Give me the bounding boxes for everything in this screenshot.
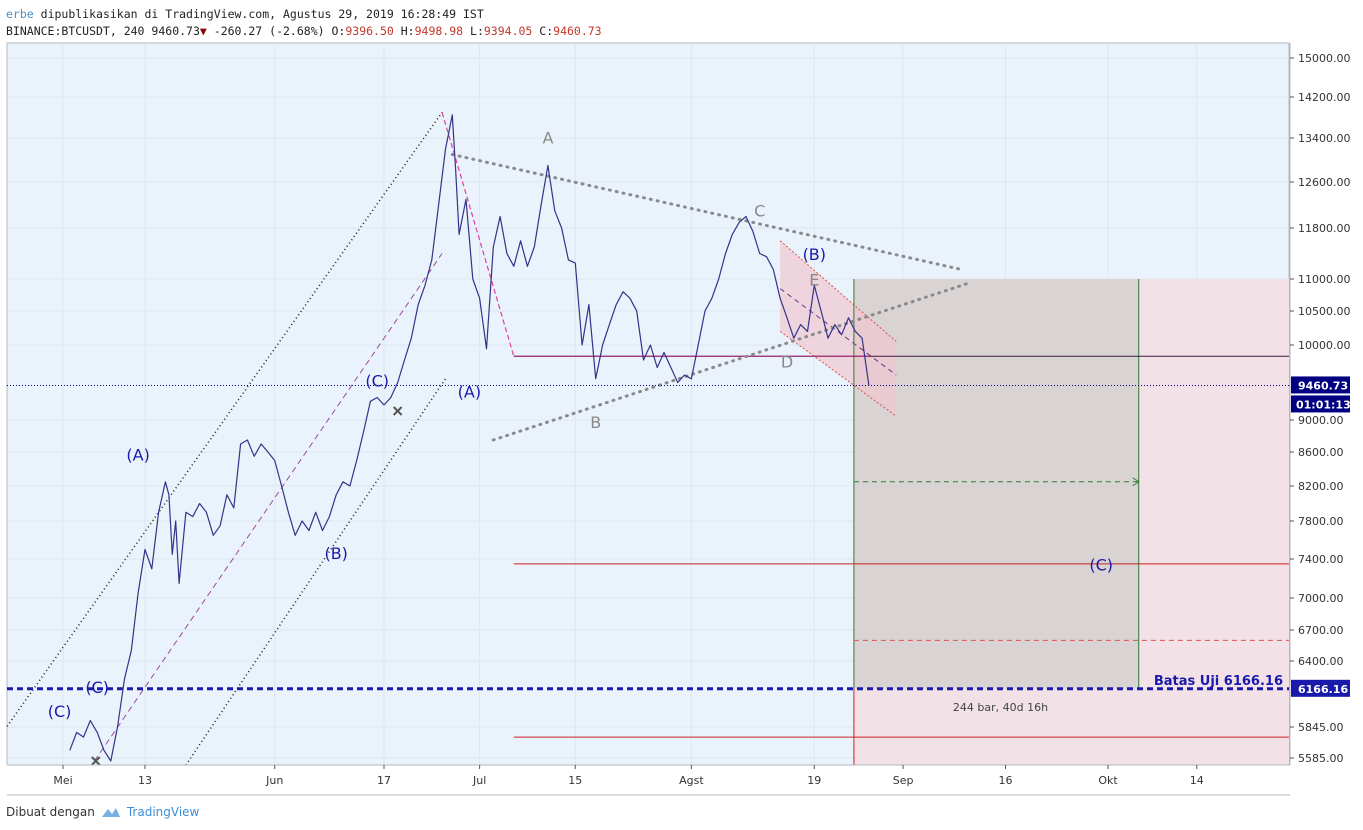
price-tick-label: 7400.00 (1298, 553, 1344, 566)
change-value: -260.27 (-2.68%) (213, 24, 325, 38)
wave-label: (C) (365, 371, 389, 390)
price-tick-label: 7800.00 (1298, 515, 1344, 528)
price-tick-label: 11800.00 (1298, 222, 1351, 235)
rising-channel-lower (185, 378, 447, 766)
wave-label: (C) (85, 678, 109, 697)
time-tick-label: Sep (893, 774, 914, 787)
target-range-box (853, 279, 1139, 689)
rising-channel-upper (6, 111, 443, 727)
price-tick-label: 10000.00 (1298, 339, 1351, 352)
author-name[interactable]: erbe (6, 7, 34, 21)
lower-range-box (853, 688, 1289, 765)
wave-label: (C) (1089, 556, 1113, 575)
x-marker-icon (392, 406, 403, 416)
wave-label: (A) (458, 383, 481, 402)
time-tick-label: 16 (999, 774, 1013, 787)
price-tick-label: 10500.00 (1298, 305, 1351, 318)
publish-line: erbe dipublikasikan di TradingView.com, … (6, 6, 602, 23)
target-range-box-right (1138, 279, 1289, 689)
open-label: O: (331, 24, 346, 38)
open-value: 9396.50 (345, 24, 394, 38)
time-tick-label: 17 (377, 774, 391, 787)
time-tick-label: 14 (1190, 774, 1204, 787)
triangle-upper-trendline (450, 153, 963, 271)
grid-lines (7, 43, 1289, 765)
last-price-badge-label: 9460.73 (1298, 379, 1348, 392)
price-tick-label: 15000.00 (1298, 52, 1351, 65)
range-arrow-head (1132, 477, 1140, 487)
wave-label: C (754, 202, 765, 221)
price-tick-label: 11000.00 (1298, 273, 1351, 286)
range-zones (779, 240, 1289, 765)
price-series (69, 114, 870, 762)
close-value: 9460.73 (553, 24, 602, 38)
wave-label: B (590, 413, 601, 432)
ohlc-line: BINANCE:BTCUSDT, 240 9460.73▼ -260.27 (-… (6, 23, 602, 40)
price-tick-label: 8200.00 (1298, 480, 1344, 493)
wave-label: (A) (126, 446, 149, 465)
support-line-label: Batas Uji 6166.16 (1154, 674, 1283, 689)
rising-channel-mid (94, 253, 443, 762)
support-badge-label: 6166.16 (1298, 683, 1348, 696)
price-tick-label: 9000.00 (1298, 414, 1344, 427)
wave-label: (C) (48, 702, 72, 721)
price-tick-label: 13400.00 (1298, 132, 1351, 145)
last-price-badge (1291, 376, 1350, 394)
price-tick-label: 5845.00 (1298, 721, 1344, 734)
price-tick-label: 14200.00 (1298, 91, 1351, 104)
price-series-line (69, 114, 870, 762)
published-text: dipublikasikan di TradingView.com, Agust… (40, 7, 484, 21)
price-axis[interactable]: 15000.00 14200.00 13400.00 12600.00 11800.00… (1289, 43, 1363, 765)
low-value: 9394.05 (483, 24, 533, 38)
low-label: L: (470, 24, 484, 38)
time-axis[interactable]: Mei 13 Jun 17 Jul 15 Agst 19 Sep 16 Okt 14 (0, 764, 1363, 796)
symbol-label: BINANCE:BTCUSDT, 240 (6, 24, 145, 38)
price-tick-label: 5585.00 (1298, 752, 1344, 765)
wave-label: E (809, 270, 819, 289)
channel-upper (779, 240, 897, 342)
close-label: C: (539, 24, 554, 38)
wave-label: D (781, 353, 793, 372)
time-tick-label: Jul (472, 774, 486, 787)
price-tick-label: 7000.00 (1298, 592, 1344, 605)
triangle-lower-trendline (491, 280, 973, 442)
time-axis-bg (0, 765, 1363, 795)
wave-label: (B) (324, 544, 347, 563)
made-with-text: Dibuat dengan (6, 805, 95, 819)
time-tick-label: 19 (807, 774, 821, 787)
x-marker-icon (91, 756, 101, 766)
chart-header: erbe dipublikasikan di TradingView.com, … (6, 6, 602, 40)
high-value: 9498.98 (414, 24, 464, 38)
price-tick-label: 8600.00 (1298, 446, 1344, 459)
trend-drawings: Batas Uji 6166.16 (6, 111, 1289, 766)
time-tick-label: Okt (1098, 774, 1118, 787)
down-arrow-icon: ▼ (199, 24, 207, 38)
time-tick-label: Mei (53, 774, 72, 787)
wave-label: A (542, 129, 553, 148)
tradingview-logo-icon (101, 808, 120, 817)
time-tick-label: 13 (138, 774, 152, 787)
time-tick-label: Agst (679, 774, 704, 787)
time-tick-label: Jun (265, 774, 283, 787)
footer: Dibuat dengan TradingView (6, 805, 199, 819)
price-tick-label: 12600.00 (1298, 176, 1351, 189)
wave-label: (B) (803, 245, 826, 264)
support-badge (1291, 679, 1350, 697)
countdown-badge-label: 01:01:13 (1296, 398, 1351, 411)
channel-mid (779, 288, 897, 376)
price-tick-label: 6700.00 (1298, 624, 1344, 637)
high-label: H: (400, 24, 415, 38)
time-tick-label: 15 (568, 774, 582, 787)
last-price: 9460.73 (151, 24, 200, 38)
countdown-badge (1291, 395, 1350, 413)
wave-labels: (C) (C) (A) (B) (C) (A) A B C D E (B) (C) 244 bar, 40… (48, 129, 1113, 721)
price-tick-label: 6400.00 (1298, 655, 1344, 668)
range-duration-label: 244 bar, 40d 16h (953, 701, 1048, 714)
tradingview-brand[interactable]: TradingView (126, 805, 200, 819)
